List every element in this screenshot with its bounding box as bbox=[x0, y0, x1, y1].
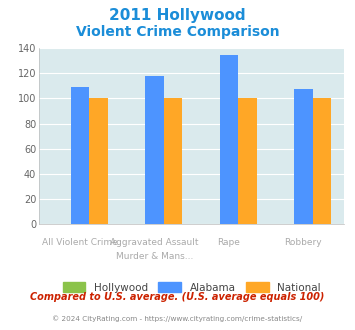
Text: © 2024 CityRating.com - https://www.cityrating.com/crime-statistics/: © 2024 CityRating.com - https://www.city… bbox=[53, 315, 302, 322]
Bar bbox=[313, 98, 331, 224]
Text: Compared to U.S. average. (U.S. average equals 100): Compared to U.S. average. (U.S. average … bbox=[30, 292, 325, 302]
Text: Robbery: Robbery bbox=[285, 238, 322, 247]
Legend: Hollywood, Alabama, National: Hollywood, Alabama, National bbox=[58, 278, 325, 297]
Text: Rape: Rape bbox=[218, 238, 240, 247]
Bar bbox=[238, 98, 257, 224]
Text: All Violent Crime: All Violent Crime bbox=[42, 238, 118, 247]
Text: Murder & Mans...: Murder & Mans... bbox=[116, 252, 193, 261]
Bar bbox=[164, 98, 182, 224]
Text: 2011 Hollywood: 2011 Hollywood bbox=[109, 8, 246, 23]
Bar bbox=[145, 76, 164, 224]
Bar bbox=[71, 87, 89, 224]
Text: Violent Crime Comparison: Violent Crime Comparison bbox=[76, 25, 279, 39]
Bar bbox=[294, 89, 313, 224]
Text: Aggravated Assault: Aggravated Assault bbox=[110, 238, 199, 247]
Bar bbox=[220, 55, 238, 224]
Bar bbox=[89, 98, 108, 224]
